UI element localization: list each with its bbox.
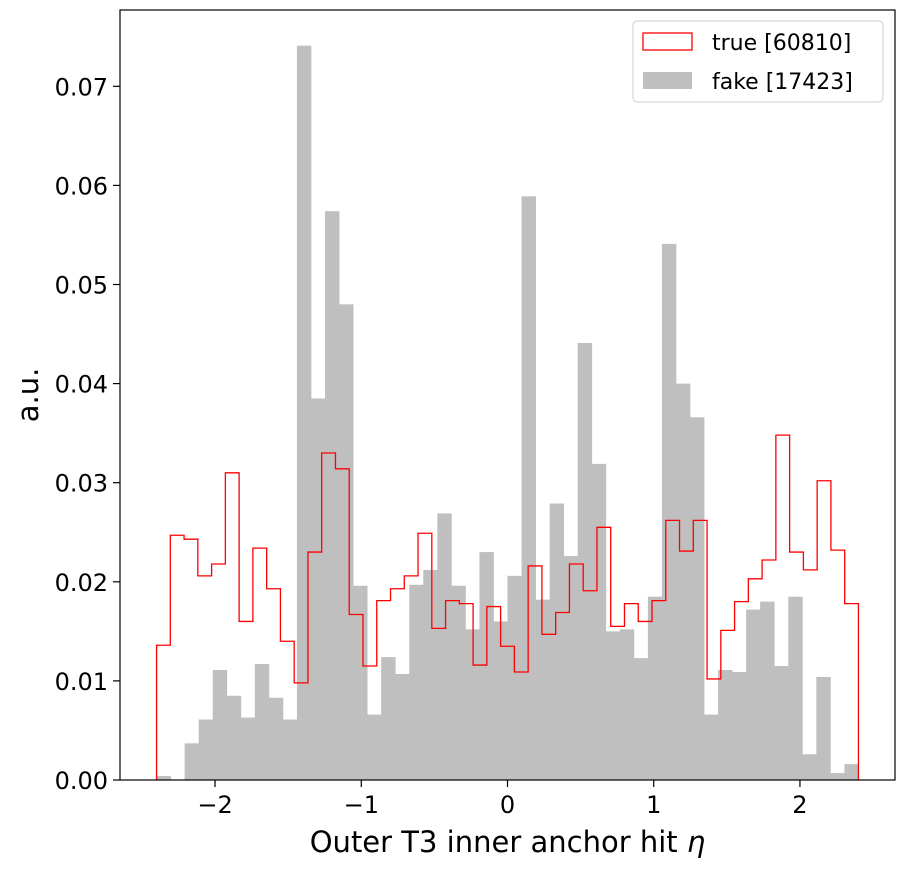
y-axis: 0.00 0.01 0.02 0.03 0.04 0.05 0.06 0.07 [55, 73, 120, 795]
fake-bar [254, 664, 270, 780]
legend-label-true: true [60810] [712, 31, 851, 56]
fake-bar [760, 601, 775, 780]
fake-bar [409, 584, 424, 780]
fake-bar [605, 631, 621, 780]
fake-bar [633, 658, 649, 780]
fake-bar [675, 383, 691, 780]
fake-bar [282, 719, 298, 780]
fake-bar [226, 695, 242, 780]
fake-bar [591, 463, 607, 780]
fake-bar [437, 513, 452, 780]
x-axis-label-symbol: η [687, 825, 705, 859]
y-tick-label: 0.02 [55, 569, 108, 597]
fake-bar [156, 776, 171, 780]
fake-bar [184, 743, 200, 780]
legend-box [632, 20, 884, 103]
fake-bar [535, 599, 551, 780]
fake-bar [339, 304, 354, 780]
fake-bar [802, 754, 817, 780]
fake-bar [774, 666, 789, 780]
y-tick-label: 0.07 [55, 73, 108, 101]
fake-bar [521, 196, 536, 781]
fake-bar [619, 629, 635, 780]
x-tick-label: −2 [197, 791, 232, 819]
y-tick-label: 0.01 [55, 668, 108, 696]
x-tick-label: 0 [500, 791, 515, 819]
fake-bar [788, 596, 803, 780]
y-tick-label: 0.06 [55, 172, 108, 200]
fake-bar [212, 670, 228, 780]
fake-bar [493, 621, 508, 780]
fake-bar [746, 609, 761, 780]
fake-bar [732, 671, 747, 780]
fake-bar [465, 629, 480, 780]
fake-bar [563, 556, 579, 780]
fake-bar [479, 552, 494, 780]
x-tick-label: 2 [792, 791, 807, 819]
x-axis: −2 −1 0 1 2 [197, 780, 808, 819]
fake-bar [704, 714, 719, 780]
fake-bar [367, 714, 382, 780]
fake-bar [830, 773, 845, 780]
legend: true [60810] fake [17423] [632, 20, 884, 103]
fake-bar [507, 575, 522, 780]
x-tick-label: 1 [646, 791, 661, 819]
y-tick-label: 0.00 [55, 767, 108, 795]
true-step-line [155, 434, 860, 780]
legend-swatch-fake [643, 72, 692, 89]
y-tick-label: 0.04 [55, 371, 108, 399]
fake-bar [577, 342, 593, 780]
fake-bar [451, 585, 466, 780]
fake-bar [310, 398, 326, 780]
fake-bar [353, 585, 368, 780]
fake-bar [844, 764, 859, 780]
fake-bar [647, 596, 663, 780]
fake-bar [296, 45, 312, 781]
y-tick-label: 0.03 [55, 470, 108, 498]
fake-bar [689, 417, 705, 780]
fake-bar [423, 569, 438, 780]
fake-bar [381, 657, 396, 780]
fake-bar [395, 673, 410, 780]
fake-bar [325, 211, 340, 781]
y-tick-label: 0.05 [55, 272, 108, 300]
fake-bars [156, 45, 859, 781]
fake-bar [718, 670, 733, 780]
fake-bar [268, 697, 284, 780]
y-axis-label: a.u. [11, 368, 45, 423]
fake-bar [549, 503, 565, 780]
fake-bar [198, 719, 214, 780]
x-tick-label: −1 [344, 791, 379, 819]
x-axis-label: Outer T3 inner anchor hit η [310, 825, 706, 859]
fake-bar [816, 676, 831, 780]
legend-label-fake: fake [17423] [712, 70, 853, 95]
fake-bar [661, 243, 677, 780]
fake-bar [240, 717, 256, 780]
legend-swatch-true [642, 32, 693, 51]
